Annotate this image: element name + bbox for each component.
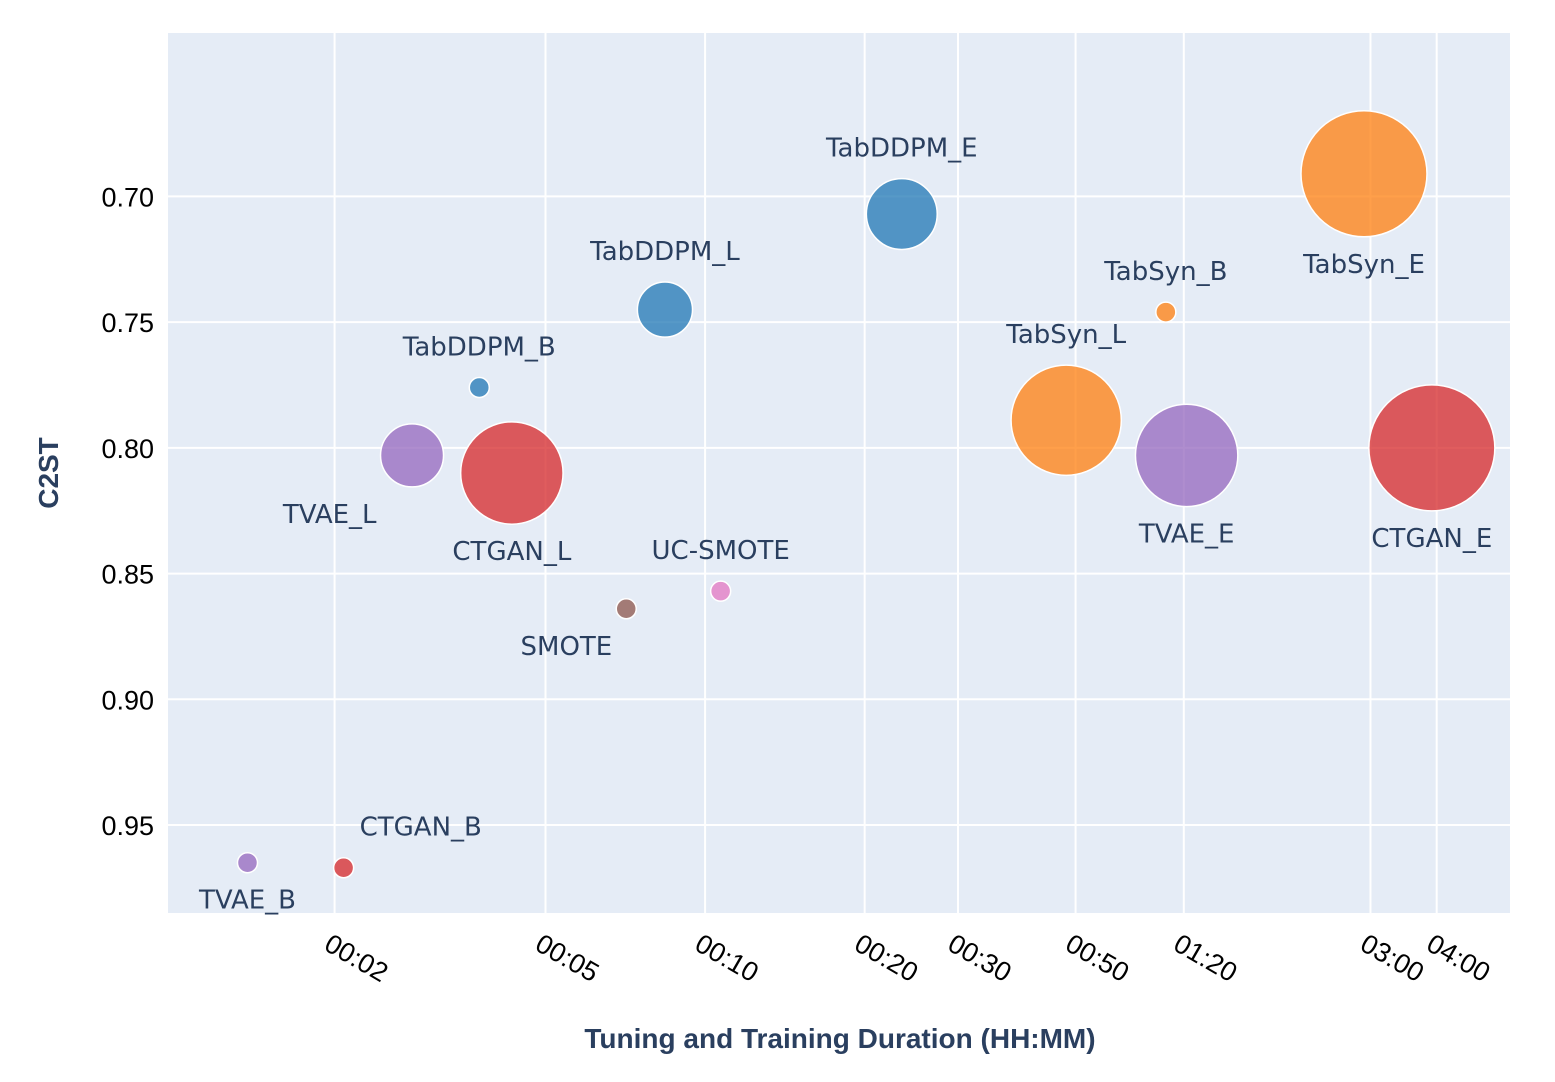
bubble-ctgan_e [1368, 384, 1496, 512]
x-axis-ticks: 00:02 00:05 00:10 00:20 00:30 00:50 01:20 03:00… [320, 928, 1496, 988]
point-label-uc-smote: UC-SMOTE [652, 536, 790, 566]
point-label-tabsyn_l: TabSyn_L [1005, 320, 1126, 350]
x-axis-title: Tuning and Training Duration (HH:MM) [584, 1023, 1095, 1054]
x-tick-label: 00:02 [320, 928, 394, 988]
bubble-tvae_b [236, 851, 259, 874]
point-label-smote: SMOTE [521, 632, 613, 662]
bubble-tabsyn_b [1155, 301, 1177, 323]
bubble-ctgan_l [459, 421, 564, 525]
x-tick-label: 00:05 [531, 928, 605, 988]
x-tick-label: 00:50 [1061, 928, 1135, 988]
y-tick-label: 0.85 [101, 560, 154, 590]
y-tick-label: 0.90 [101, 685, 154, 715]
point-label-tabsyn_e: TabSyn_E [1302, 250, 1425, 280]
x-tick-label: 00:20 [850, 928, 924, 988]
bubbles [236, 110, 1496, 879]
bubble-tabddpm_e [865, 177, 938, 251]
x-tick-label: 01:20 [1169, 928, 1243, 988]
point-label-tvae_b: TVAE_B [198, 886, 296, 916]
x-tick-label: 03:00 [1355, 928, 1429, 988]
bubble-tvae_e [1134, 403, 1239, 508]
point-label-tvae_l: TVAE_L [282, 500, 377, 530]
bubble-smote [615, 598, 637, 620]
bubble-ctgan_b [332, 856, 355, 879]
y-tick-label: 0.95 [101, 811, 154, 841]
x-tick-label: 00:10 [690, 928, 764, 988]
point-label-tabddpm_e: TabDDPM_E [825, 134, 978, 164]
x-tick-label: 00:30 [943, 928, 1017, 988]
point-label-tabddpm_l: TabDDPM_L [589, 237, 740, 267]
y-axis-ticks: 0.70 0.75 0.80 0.85 0.90 0.95 [101, 182, 154, 841]
y-tick-label: 0.70 [101, 182, 154, 212]
point-label-tabsyn_b: TabSyn_B [1103, 257, 1227, 287]
point-label-ctgan_b: CTGAN_B [360, 813, 482, 843]
y-tick-label: 0.80 [101, 434, 154, 464]
point-labels: TVAE_B CTGAN_B TVAE_L TabDDPM_B CTGAN_L SMOTE… [198, 134, 1492, 916]
point-label-ctgan_e: CTGAN_E [1371, 524, 1492, 554]
point-label-tvae_e: TVAE_E [1138, 520, 1235, 550]
point-label-ctgan_l: CTGAN_L [452, 537, 571, 567]
bubble-tvae_l [379, 423, 445, 488]
y-tick-label: 0.75 [101, 308, 154, 338]
bubble-uc-smote [709, 580, 732, 602]
y-axis-title: C2ST [33, 437, 64, 509]
bubble-tabddpm_b [468, 376, 491, 399]
bubble-tabsyn_e [1300, 110, 1428, 238]
x-tick-label: 04:00 [1422, 928, 1496, 988]
bubble-tabsyn_l [1010, 364, 1123, 477]
bubble-tabddpm_l [636, 281, 694, 338]
point-label-tabddpm_b: TabDDPM_B [402, 333, 556, 363]
